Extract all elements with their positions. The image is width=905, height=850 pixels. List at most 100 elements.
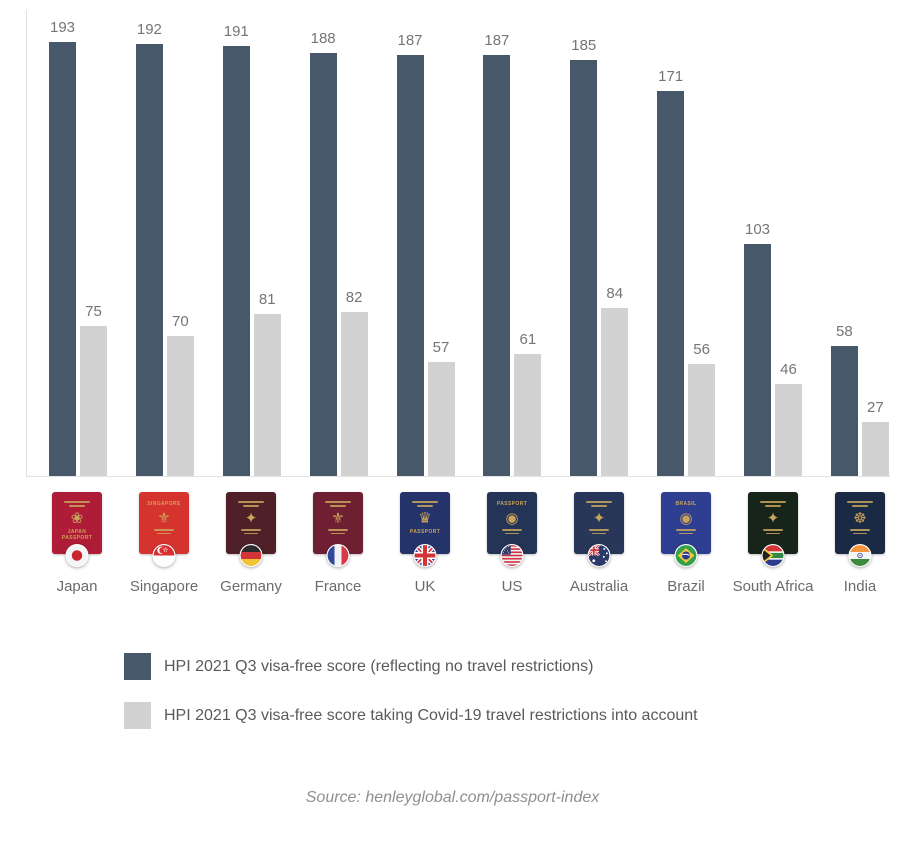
bar-value-label: 187: [397, 32, 423, 50]
bar-column: 188: [309, 30, 337, 476]
passport-cover-text-line: [676, 529, 696, 531]
bar-value-label: 103: [744, 221, 771, 239]
legend: HPI 2021 Q3 visa-free score (reflecting …: [124, 653, 698, 729]
passport-row: ❀ JAPAN PASSPORT Japan SINGAPORE ⚜ Singapore ✦…: [26, 492, 890, 595]
france-flag-icon: [326, 544, 350, 567]
bar-covid-australia: [601, 308, 629, 476]
bar-column: 46: [775, 361, 802, 476]
passport-cover-text-line: [763, 529, 783, 531]
australia-passport: ✦: [574, 492, 624, 567]
passport-title-text: JAPAN PASSPORT: [61, 529, 93, 541]
legend-item-covid-restrictions: HPI 2021 Q3 visa-free score taking Covid…: [124, 702, 698, 729]
bar-visa-free-south-africa: [744, 244, 771, 476]
passport-cell-france: ⚜ France: [309, 492, 367, 595]
germany-passport-emblem-icon: ✦: [244, 510, 258, 527]
legend-swatch-dark: [124, 653, 151, 680]
us-flag-icon: [500, 544, 524, 567]
australia-passport-emblem-icon: ✦: [592, 510, 606, 527]
country-label: US: [501, 578, 523, 595]
passport-cell-germany: ✦ Germany: [220, 492, 282, 595]
uk-passport-emblem-icon: ♛: [418, 510, 432, 527]
passport-cover-text-line: [244, 532, 258, 534]
passport-cover-text-line: [505, 532, 519, 534]
bar-value-label: 56: [693, 341, 710, 358]
bar-value-label: 82: [345, 289, 363, 306]
australia-flag-icon: [587, 544, 611, 567]
passport-title-text: PASSPORT: [496, 501, 528, 507]
passport-cover-text-line: [412, 501, 438, 503]
passport-cover-text-line: [241, 529, 261, 531]
bar-column: 192: [135, 21, 163, 476]
country-label: Australia: [569, 578, 629, 595]
passport-cover-text-line: [64, 501, 90, 503]
legend-label-covid-restrictions: HPI 2021 Q3 visa-free score taking Covid…: [164, 706, 698, 724]
passport-cover-text-line: [592, 532, 606, 534]
passport-cover-text-line: [243, 505, 259, 507]
japan-passport-emblem-icon: ❀: [70, 510, 84, 527]
india-flag-icon: [848, 544, 872, 567]
bar-value-label: 188: [310, 30, 336, 47]
chart-plot-area: 193 75 192 70 191 81 188 82 187 57 187 61 185 84 171 56…: [26, 10, 890, 477]
bar-covid-south-africa: [775, 384, 802, 476]
passport-cover-text-line: [154, 529, 174, 531]
passport-cover-text-line: [679, 532, 693, 534]
country-label: India: [843, 578, 877, 595]
us-passport: PASSPORT ◉: [487, 492, 537, 567]
brazil-passport: BRASIL ◉: [661, 492, 711, 567]
passport-cover-text-line: [766, 532, 780, 534]
passport-cover-text-line: [591, 505, 607, 507]
passport-cover-text-line: [69, 505, 85, 507]
passport-cover-text-line: [589, 529, 609, 531]
bar-group-brazil: 171 56: [657, 10, 716, 476]
bar-visa-free-brazil: [657, 91, 685, 476]
bar-column: 27: [861, 399, 889, 476]
passport-title-text: PASSPORT: [409, 529, 441, 535]
bar-column: 187: [396, 32, 424, 476]
france-passport-emblem-icon: ⚜: [331, 510, 345, 527]
passport-cover-text-line: [328, 529, 348, 531]
bar-value-label: 81: [258, 291, 276, 308]
india-passport-emblem-icon: ☸: [853, 510, 867, 527]
country-label: Singapore: [129, 578, 199, 595]
singapore-passport: SINGAPORE ⚜: [139, 492, 189, 567]
france-passport: ⚜: [313, 492, 363, 567]
brazil-passport-emblem-icon: ◉: [679, 510, 693, 527]
brazil-flag-icon: [674, 544, 698, 567]
bar-value-label: 193: [49, 18, 76, 36]
bar-group-south-africa: 103 46: [744, 10, 802, 476]
south-africa-flag-icon: [761, 544, 785, 567]
us-passport-emblem-icon: ◉: [505, 510, 519, 527]
passport-cell-singapore: SINGAPORE ⚜ Singapore: [130, 492, 198, 595]
passport-cell-brazil: BRASIL ◉ Brazil: [657, 492, 715, 595]
bar-covid-us: [514, 354, 542, 476]
passport-cell-australia: ✦ Australia: [570, 492, 628, 595]
bar-column: 193: [49, 19, 76, 476]
bar-column: 58: [830, 322, 858, 476]
bar-column: 57: [427, 339, 455, 476]
bar-column: 185: [570, 37, 598, 476]
bar-group-us: 187 61: [483, 10, 542, 476]
bar-visa-free-india: [830, 345, 858, 476]
passport-cover-text-line: [502, 529, 522, 531]
bar-visa-free-germany: [222, 46, 250, 476]
passport-cover-text-line: [852, 505, 868, 507]
legend-item-no-restrictions: HPI 2021 Q3 visa-free score (reflecting …: [124, 653, 698, 680]
bar-visa-free-france: [309, 53, 337, 476]
passport-cover-text-line: [847, 501, 873, 503]
bar-value-label: 70: [172, 313, 189, 330]
india-passport: ☸: [835, 492, 885, 567]
legend-swatch-gray: [124, 702, 151, 729]
country-label: Japan: [56, 578, 98, 595]
passport-cover-text-line: [853, 532, 867, 534]
bar-group-japan: 193 75: [49, 10, 107, 476]
passport-cover-text-line: [850, 529, 870, 531]
bar-value-label: 57: [432, 339, 450, 356]
bar-visa-free-uk: [396, 55, 424, 476]
bar-column: 61: [514, 331, 542, 476]
bar-covid-uk: [427, 362, 455, 476]
passport-title-text: SINGAPORE: [147, 501, 181, 507]
bar-value-label: 58: [836, 322, 853, 340]
bar-covid-japan: [80, 326, 107, 476]
bar-visa-free-australia: [570, 59, 598, 476]
japan-passport: ❀ JAPAN PASSPORT: [52, 492, 102, 567]
